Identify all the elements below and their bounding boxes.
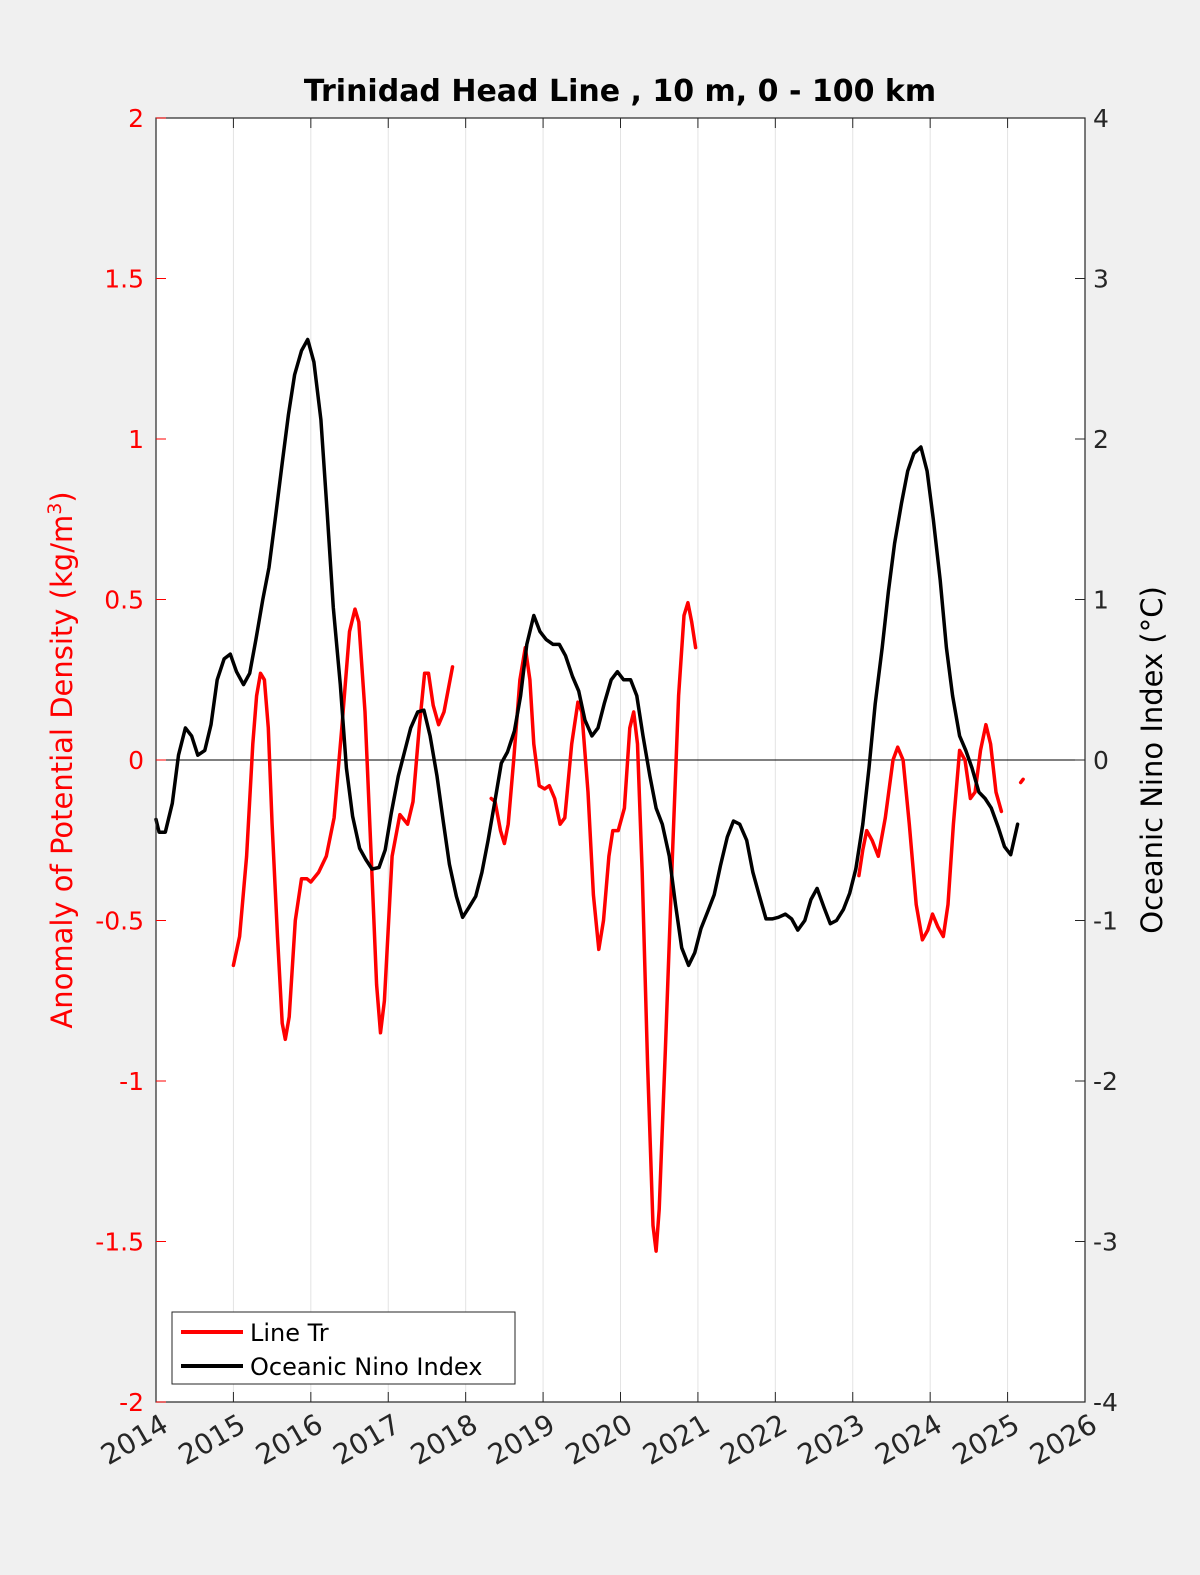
y-left-tick-label: 0.5 [104, 586, 144, 615]
right-axis-label: Oceanic Nino Index (°C) [1135, 586, 1169, 934]
y-right-tick-label: -3 [1093, 1228, 1118, 1257]
y-left-tick-label: -1.5 [95, 1228, 144, 1257]
y-right-tick-label: 4 [1093, 104, 1109, 133]
y-right-tick-label: 2 [1093, 425, 1109, 454]
left-axis-label-close: ) [45, 491, 79, 502]
left-axis-label: Anomaly of Potential Density (kg/m3) [44, 491, 79, 1028]
legend-label-line-tr: Line Tr [250, 1319, 329, 1347]
y-right-tick-label: 0 [1093, 746, 1109, 775]
y-right-tick-label: 3 [1093, 265, 1109, 294]
series-line-oceanic-nino-index [154, 337, 1020, 968]
series-line-line-tr [231, 607, 455, 1042]
series-line-line-tr [857, 722, 1004, 942]
left-axis-label-superscript: 3 [44, 503, 66, 515]
chart-title: Trinidad Head Line , 10 m, 0 - 100 km [304, 74, 936, 109]
y-left-tick-label: 2 [128, 104, 144, 133]
y-left-tick-label: 1 [128, 425, 144, 454]
left-y-axis: 2 1.5 1 0.5 0 -0.5 -1 -1.5 -2 [95, 104, 166, 1417]
right-y-axis: 4 3 2 1 0 -1 -2 -3 -4 [1075, 104, 1118, 1417]
y-right-tick-label: -2 [1093, 1067, 1118, 1096]
y-left-tick-label: -1 [119, 1067, 144, 1096]
legend-box [171, 1311, 516, 1385]
y-right-tick-label: -4 [1093, 1388, 1118, 1417]
y-left-tick-label: -0.5 [95, 907, 144, 936]
series-layer [154, 337, 1025, 1253]
legend: Line Tr Oceanic Nino Index [171, 1311, 516, 1385]
left-axis-label-main: Anomaly of Potential Density (kg/m [45, 515, 79, 1029]
y-left-tick-label: 1.5 [104, 265, 144, 294]
y-right-tick-label: -1 [1093, 907, 1118, 936]
y-right-tick-label: 1 [1093, 586, 1109, 615]
y-left-tick-label: 0 [128, 746, 144, 775]
legend-label-oni: Oceanic Nino Index [250, 1353, 482, 1381]
series-line-line-tr [1018, 777, 1025, 785]
y-left-tick-label: -2 [119, 1388, 144, 1417]
